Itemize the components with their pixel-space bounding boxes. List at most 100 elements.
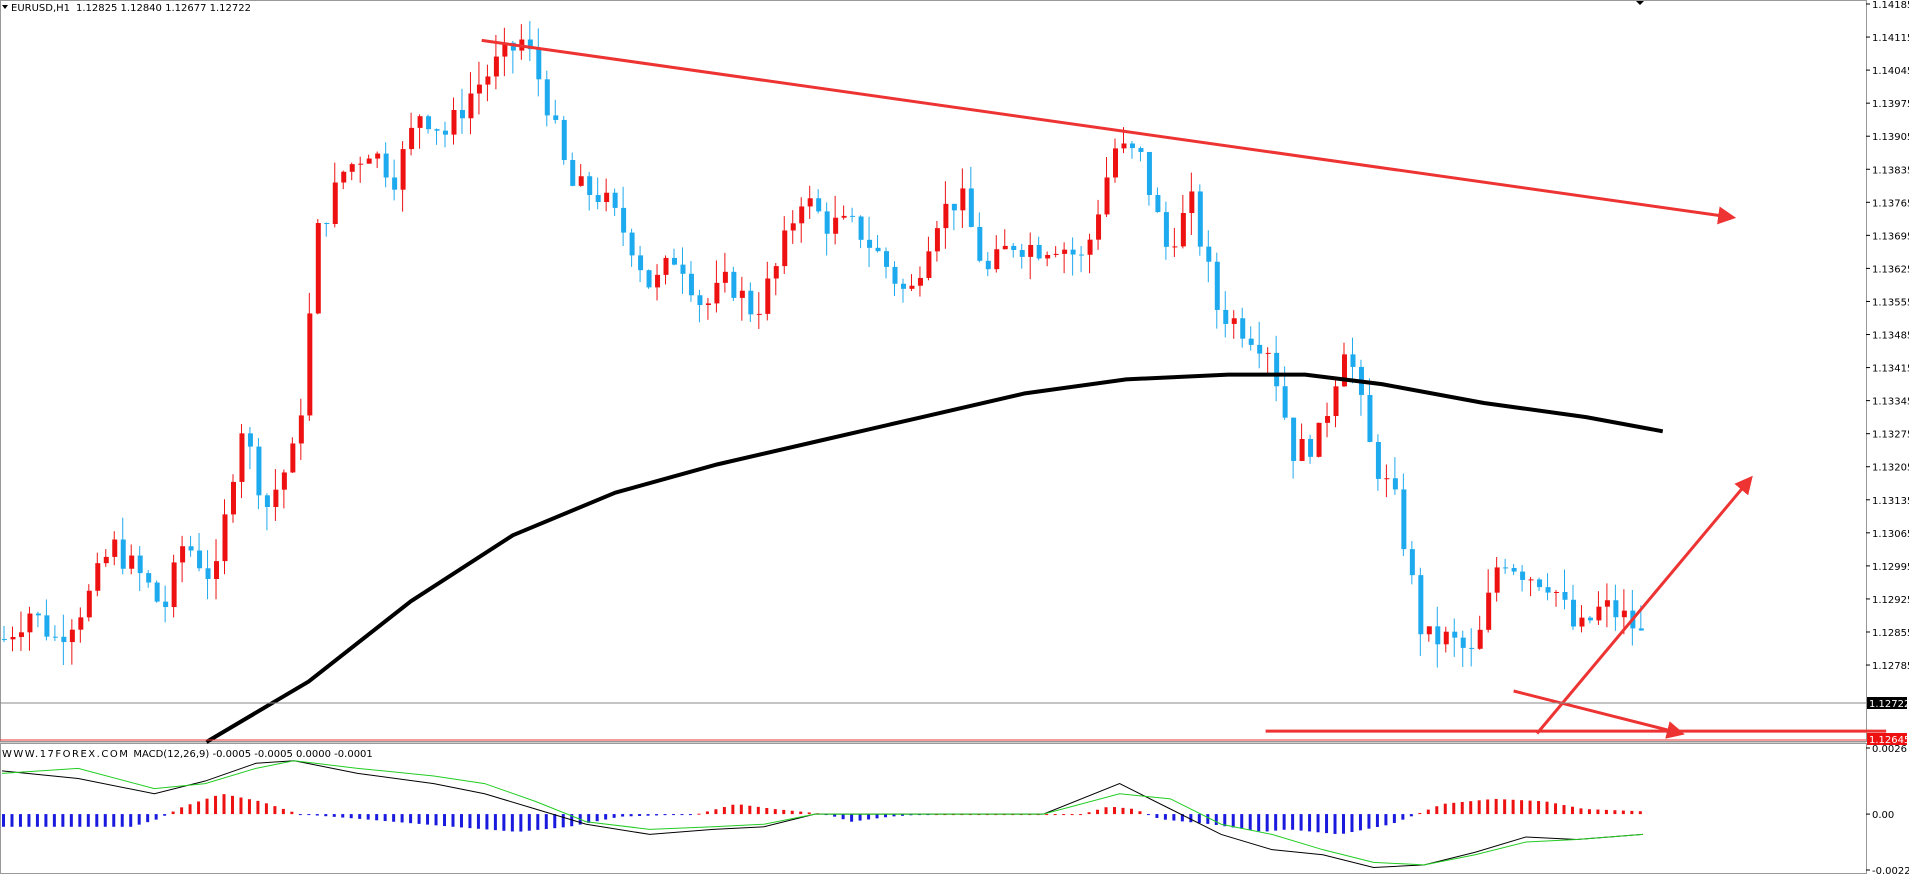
macd-bar [1570,806,1574,815]
candle-body [1240,318,1246,339]
macd-bar [1528,800,1532,815]
macd-bar [833,814,837,817]
candle-body [375,153,381,159]
candle-body [1469,647,1475,649]
candle-body [52,636,58,638]
macd-bar [1231,814,1235,828]
macd-bar [680,814,684,816]
candle-body [1587,617,1593,621]
macd-bar [756,806,760,815]
candle-body [985,260,991,270]
macd-bar [748,805,752,815]
price-tick-label: 1.13765 [1872,198,1909,209]
candle-body [400,149,406,190]
trendlines [481,38,1887,739]
macd-bar [1096,809,1100,815]
candle-body [95,563,101,591]
scroll-marker-icon [1636,1,1644,5]
candle-body [1062,249,1068,254]
price-tick-label: 1.13625 [1872,264,1909,275]
macd-bar [180,807,184,815]
macd-tick-label: 0.0026 [1872,744,1907,755]
candle-body [1274,352,1280,387]
candle-body [1282,386,1288,418]
dropdown-triangle-icon[interactable] [2,5,8,9]
macd-bar [841,814,845,820]
support-price-label: 1.12645 [1869,735,1909,746]
macd-bar [1240,814,1244,829]
candle-body [1019,249,1025,257]
candle-body [298,415,304,444]
price-tick-label: 1.13135 [1872,496,1909,507]
macd-bar [86,814,90,827]
macd-bar [1121,807,1125,815]
macd-bar [1257,814,1261,832]
candle-body [765,278,771,314]
price-tick-label: 1.12785 [1872,661,1909,672]
candle-body [612,192,618,208]
macd-bar [1418,812,1422,815]
candle-body [1528,579,1534,581]
candle-body [621,207,627,233]
candle-body [180,546,186,563]
candle-body [230,481,236,515]
price-tick-label: 1.14115 [1872,33,1909,44]
macd-bar [1435,806,1439,815]
macd-bar [1452,802,1456,815]
macd-bar [1206,814,1210,824]
candlestick-series [2,21,1644,668]
macd-bar [417,814,421,824]
macd-bar [1223,814,1227,827]
macd-bar [799,811,803,815]
macd-bar [493,814,497,831]
macd-bar [1308,814,1312,832]
candle-body [850,215,856,217]
macd-bar [1401,814,1405,820]
candle-body [527,39,533,50]
candle-body [341,171,347,183]
ma-line [205,372,1664,744]
macd-bar [1274,814,1278,831]
candle-body [290,443,296,473]
macd-bar [375,814,379,821]
candle-body [2,639,7,641]
macd-bar [909,814,913,816]
candle-body [1409,549,1415,576]
macd-bar [561,814,565,828]
candle-body [926,251,932,278]
candle-body [1172,246,1178,248]
candle-body [392,177,398,190]
candle-body [561,119,567,160]
candle-body [27,613,33,633]
candle-body [443,130,449,135]
macd-bar [892,814,896,817]
trendline [481,38,1737,225]
macd-bar [663,814,667,816]
macd-bar [1180,814,1184,822]
macd-bar [1282,814,1286,830]
candle-body [1045,254,1051,259]
macd-bar [230,795,234,815]
candle-body [1604,600,1610,607]
candle-body [426,116,432,130]
candle-body [1121,143,1127,149]
macd-signal-line [1,760,1643,866]
candle-body [1146,151,1152,195]
macd-bar [409,814,413,824]
candle-body [197,550,203,569]
candle-body [332,182,338,224]
macd-bar [35,814,39,827]
candle-body [604,192,610,203]
macd-bar [1596,809,1600,815]
candle-body [688,273,694,296]
macd-bar [1214,814,1218,825]
macd-bar [714,809,718,815]
macd-bar [1248,814,1252,831]
macd-bar [1367,814,1371,829]
macd-bar [1333,814,1337,834]
macd-bar [129,814,133,827]
candle-body [960,188,966,211]
macd-tick-label: 0.00 [1872,810,1894,821]
candle-body [1011,245,1017,250]
macd-bar [349,814,353,819]
